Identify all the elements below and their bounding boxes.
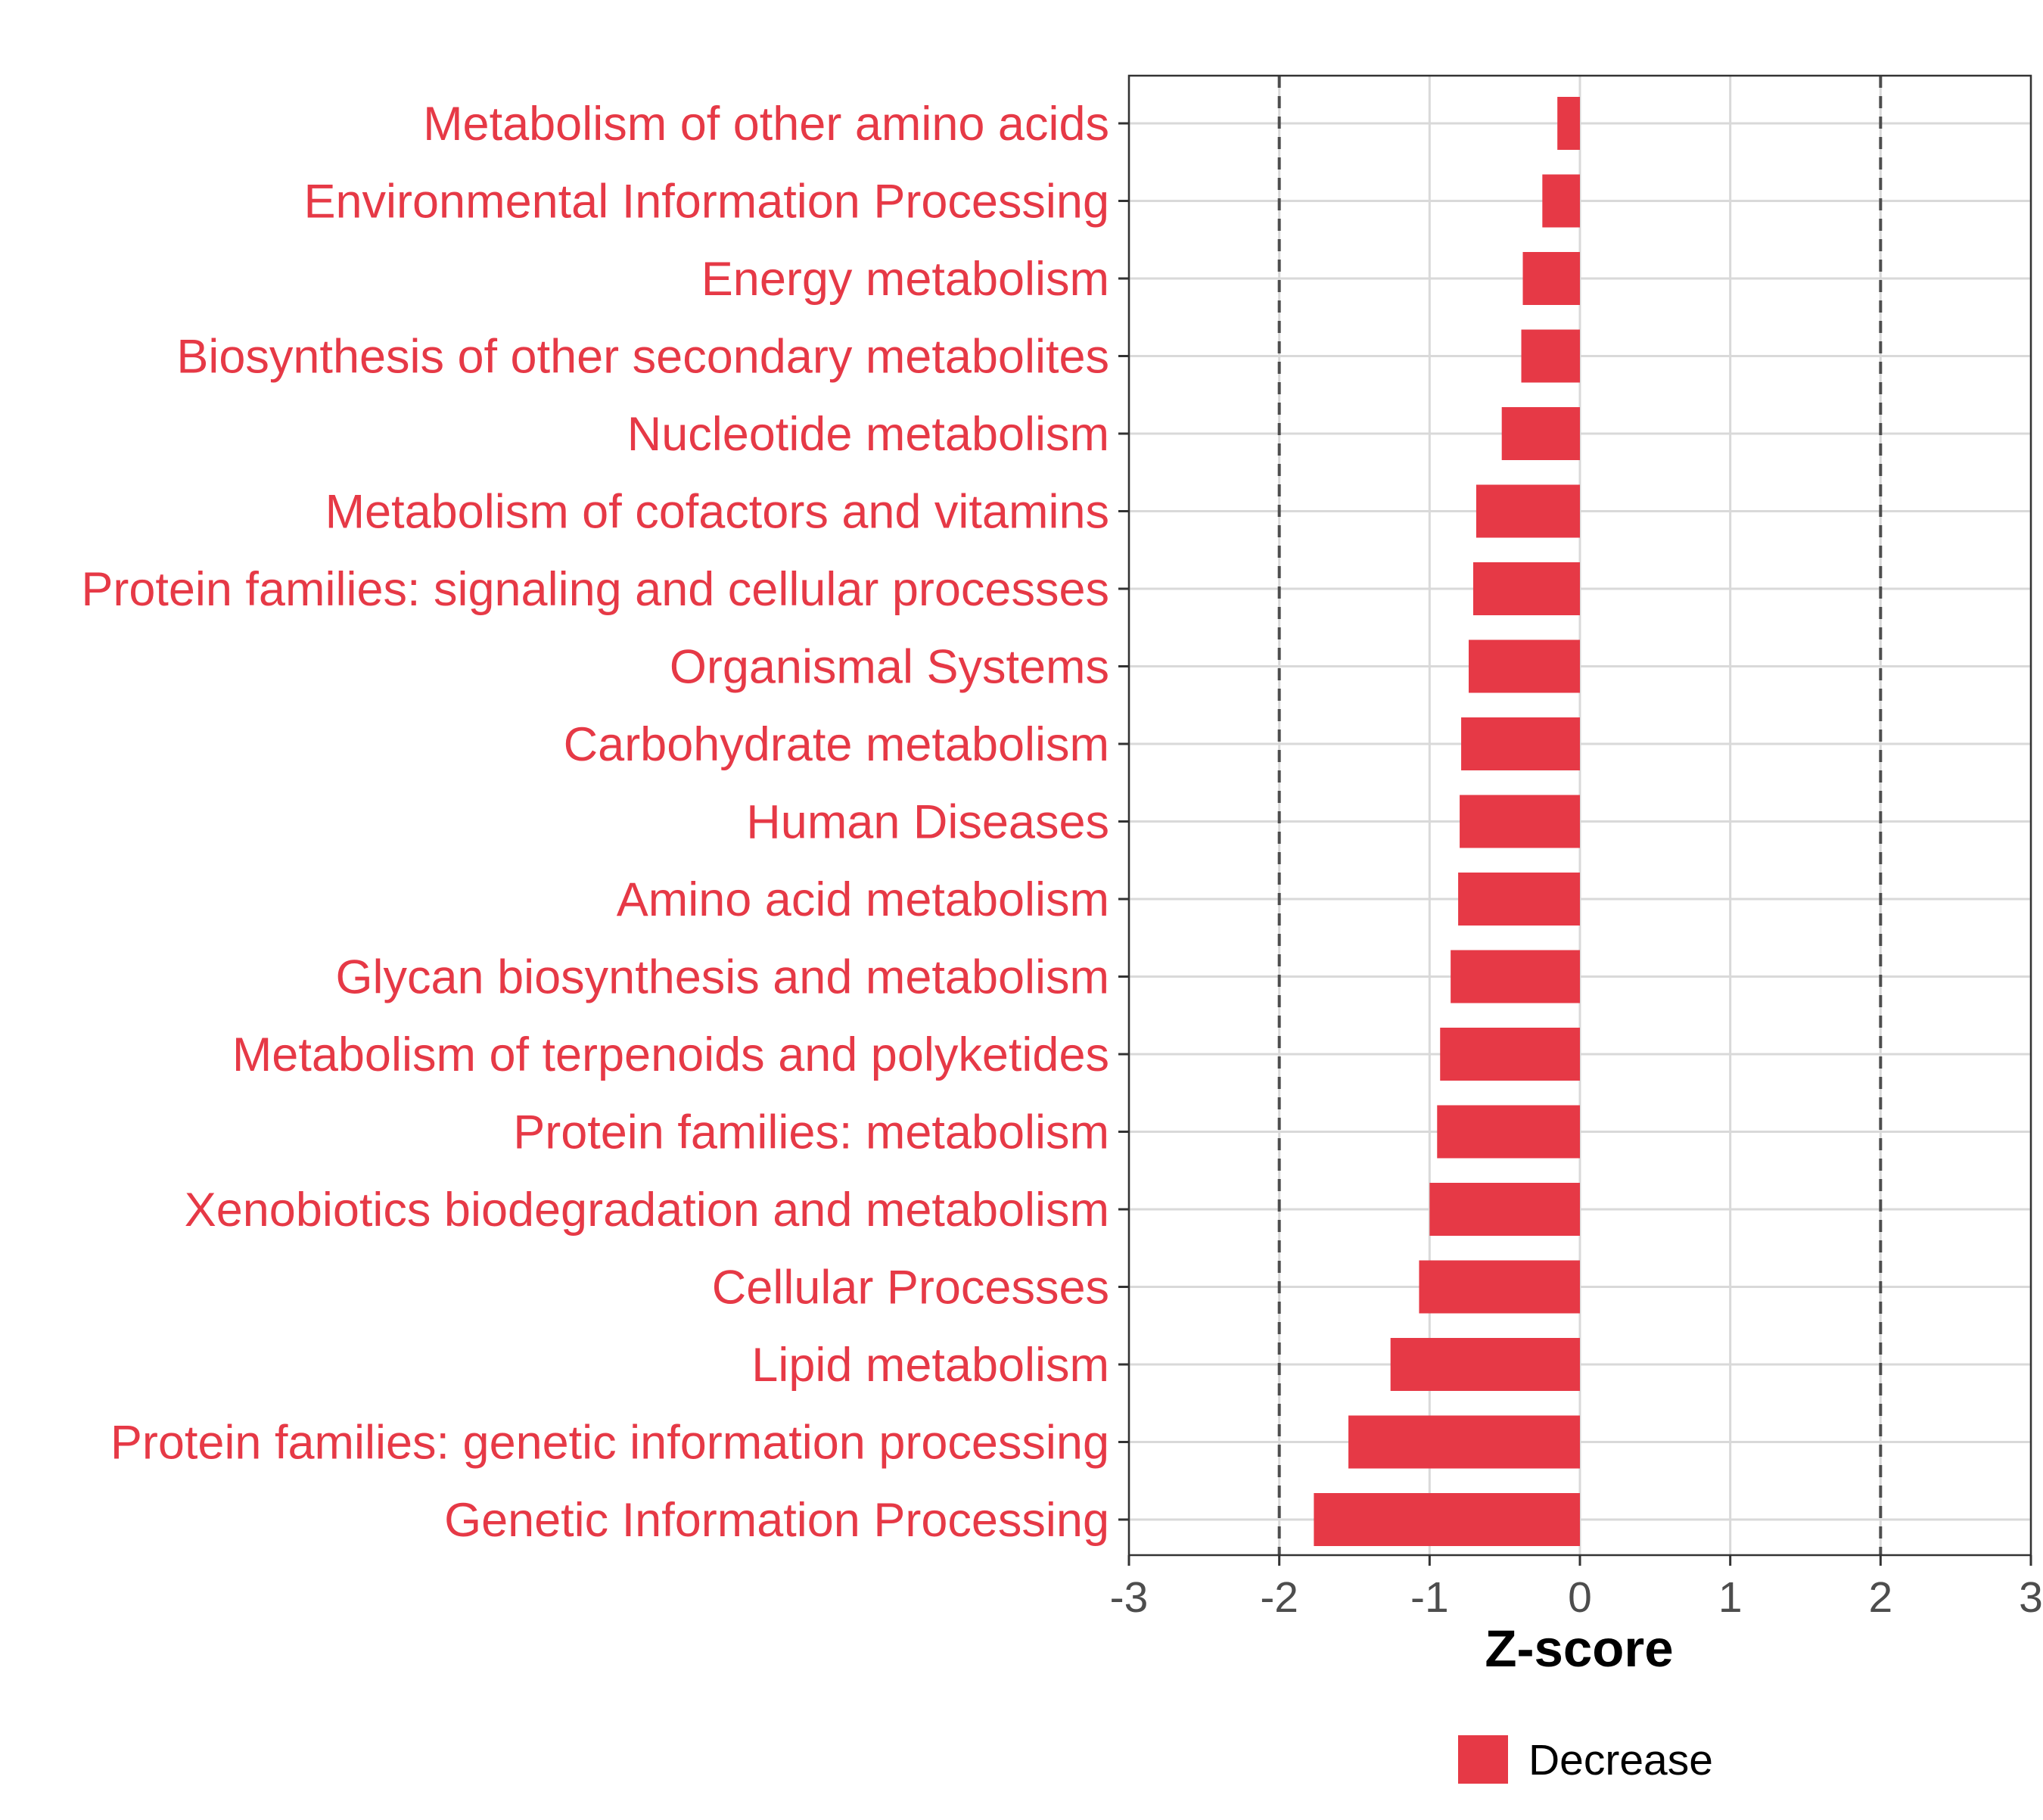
bar xyxy=(1429,1183,1580,1236)
x-tick-label: -3 xyxy=(1110,1573,1149,1622)
category-label: Environmental Information Processing xyxy=(303,176,1109,229)
category-label: Protein families: signaling and cellular… xyxy=(81,563,1109,616)
category-label: Lipid metabolism xyxy=(751,1339,1109,1392)
category-label: Cellular Processes xyxy=(712,1262,1109,1314)
category-label: Metabolism of cofactors and vitamins xyxy=(325,486,1109,539)
legend-label-decrease: Decrease xyxy=(1528,1736,1713,1784)
bar xyxy=(1437,1105,1580,1159)
x-tick-label: 3 xyxy=(2019,1573,2043,1622)
legend-swatch-decrease xyxy=(1458,1735,1508,1784)
bar xyxy=(1348,1415,1580,1469)
bar xyxy=(1440,1028,1580,1081)
bar xyxy=(1461,717,1580,770)
category-label: Metabolism of other amino acids xyxy=(423,98,1109,151)
y-axis-labels: Metabolism of other amino acids Environme… xyxy=(81,98,1129,1547)
x-axis-title: Z-score xyxy=(1485,1619,1673,1678)
category-label: Organismal Systems xyxy=(670,641,1109,694)
category-label: Genetic Information Processing xyxy=(444,1494,1109,1547)
bar xyxy=(1522,252,1580,305)
legend: Decrease xyxy=(1458,1735,1713,1784)
bar xyxy=(1460,795,1580,848)
bar xyxy=(1501,407,1580,460)
x-tick-label: 2 xyxy=(1868,1573,1892,1622)
x-tick-label: 1 xyxy=(1718,1573,1743,1622)
category-label: Biosynthesis of other secondary metaboli… xyxy=(176,331,1109,384)
bar xyxy=(1476,484,1580,538)
bar xyxy=(1314,1493,1580,1546)
category-label: Amino acid metabolism xyxy=(617,873,1109,926)
category-label: Metabolism of terpenoids and polyketides xyxy=(232,1028,1109,1081)
category-label: Human Diseases xyxy=(746,796,1109,849)
threshold-lines xyxy=(1277,76,1883,1555)
bar xyxy=(1468,639,1580,693)
bar xyxy=(1458,873,1580,926)
category-label: Xenobiotics biodegradation and metabolis… xyxy=(185,1184,1109,1237)
bar xyxy=(1472,562,1580,615)
x-tick-label: 0 xyxy=(1568,1573,1592,1622)
category-label: Energy metabolism xyxy=(701,253,1109,306)
bar xyxy=(1451,950,1580,1003)
x-tick-label: -2 xyxy=(1260,1573,1298,1622)
x-tick-label: -1 xyxy=(1410,1573,1449,1622)
bar xyxy=(1419,1260,1580,1314)
bar xyxy=(1521,329,1580,383)
category-label: Carbohydrate metabolism xyxy=(564,718,1109,771)
category-label: Protein families: genetic information pr… xyxy=(110,1417,1109,1470)
bar xyxy=(1542,174,1580,228)
bar xyxy=(1557,97,1580,150)
bar xyxy=(1390,1338,1580,1391)
category-label: Glycan biosynthesis and metabolism xyxy=(336,951,1110,1004)
category-label: Protein families: metabolism xyxy=(513,1106,1109,1159)
category-label: Nucleotide metabolism xyxy=(627,408,1109,461)
x-axis: -3 -2 -1 0 1 2 3 xyxy=(1110,1555,2043,1622)
bars xyxy=(1314,97,1580,1546)
